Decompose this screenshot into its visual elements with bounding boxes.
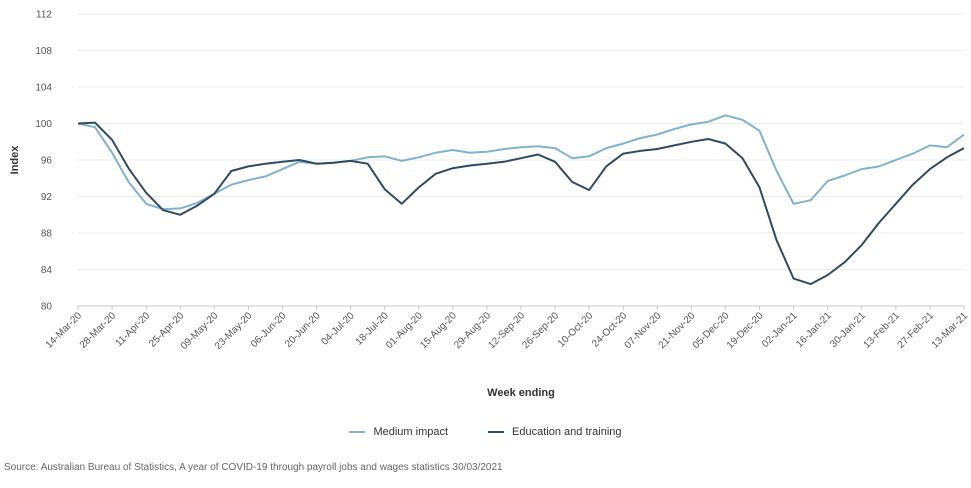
x-tick-label: 23-May-20: [213, 310, 255, 352]
legend-label-education-and-training: Education and training: [512, 426, 622, 438]
x-tick-label: 26-Sep-20: [520, 310, 561, 351]
series-line-medium-impact: [77, 114, 965, 211]
gridlines: [78, 13, 964, 307]
series-lines: [77, 114, 965, 286]
y-tick-label: 112: [36, 10, 52, 21]
source-note: Source: Australian Bureau of Statistics,…: [4, 462, 503, 473]
legend-swatch-medium-impact: [349, 431, 366, 433]
x-axis-title: Week ending: [487, 387, 555, 399]
legend-swatch-education-and-training: [488, 431, 505, 433]
y-tick-label: 100: [35, 119, 52, 130]
y-axis-ticks: 80 84 88 92 96 100 104 108 112: [35, 10, 52, 313]
x-tick-label: 19-Dec-20: [725, 310, 766, 351]
x-axis-ticks: 14-Mar-2028-Mar-2011-Apr-2025-Apr-2009-M…: [44, 306, 971, 352]
y-tick-label: 80: [41, 302, 53, 313]
y-axis-title: Index: [9, 145, 21, 175]
y-tick-label: 92: [41, 192, 53, 203]
legend: Medium impact Education and training: [0, 426, 971, 438]
x-tick-label: 11-Apr-20: [114, 310, 153, 349]
x-tick-label: 02-Jan-21: [760, 310, 800, 350]
y-tick-label: 104: [35, 83, 52, 94]
y-tick-label: 108: [35, 46, 52, 57]
x-tick-label: 20-Jun-20: [283, 310, 323, 350]
legend-item-education-and-training: Education and training: [488, 426, 622, 438]
x-tick-label: 10-Oct-20: [556, 310, 596, 350]
y-tick-label: 96: [41, 156, 53, 167]
series-line-education-and-training: [77, 121, 965, 286]
legend-item-medium-impact: Medium impact: [349, 426, 448, 438]
x-tick-label: 13-Mar-21: [930, 310, 971, 351]
x-tick-label: 06-Jun-20: [249, 310, 289, 350]
x-tick-label: 04-Jul-20: [319, 310, 357, 348]
y-tick-label: 88: [41, 229, 53, 240]
line-chart: 80 84 88 92 96 100 104 108 112 14-Mar-2028-Mar-2…: [9, 10, 971, 400]
x-tick-label: 16-Jan-21: [794, 310, 834, 350]
x-tick-label: 28-Mar-20: [78, 310, 119, 351]
legend-label-medium-impact: Medium impact: [373, 426, 449, 438]
y-tick-label: 84: [41, 265, 53, 276]
